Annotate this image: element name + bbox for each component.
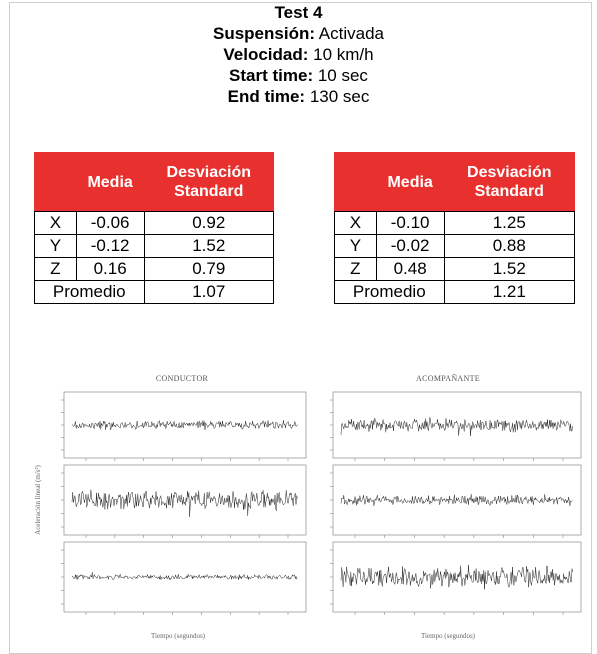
conductor-signal-line-x <box>71 419 298 431</box>
std-header: Desviación Standard <box>143 152 275 212</box>
speed-line: Velocidad: 10 km/h <box>223 45 374 64</box>
conductor-stats-table: Media Desviación Standard X -0.06 0.92 Y -0.… <box>34 152 275 304</box>
average-row: Promedio 1.21 <box>334 280 576 304</box>
blank-header-cell <box>334 152 377 212</box>
conductor-signal-line-z <box>71 572 298 581</box>
acompanante-x-axis-label: Tiempo (segundos) <box>421 632 476 640</box>
average-row: Promedio 1.07 <box>34 280 275 304</box>
acompanante-signal-panel-z <box>332 541 582 613</box>
acompanante-signal-line-z <box>340 564 573 590</box>
test-header: Test 4 Suspensión: Activada Velocidad: 1… <box>0 0 597 107</box>
acompanante-signal-line-y <box>340 494 573 507</box>
acompanante-signal-line-x <box>340 417 573 436</box>
end-time-line: End time: 130 sec <box>227 87 370 106</box>
conductor-chart-title: CONDUCTOR <box>156 374 209 383</box>
conductor-signal-panel-z <box>63 541 307 613</box>
table-row: X -0.06 0.92 <box>34 211 275 235</box>
conductor-signal-line-y <box>71 489 298 517</box>
y-axis-label: Aceleración lineal (m/s²) <box>34 464 42 534</box>
start-time-line: Start time: 10 sec <box>229 66 368 85</box>
table-row: Z 0.16 0.79 <box>34 257 275 281</box>
conductor-signal-panel-x <box>63 391 307 459</box>
acompanante-chart-title: ACOMPAÑANTE <box>416 373 480 383</box>
acompanante-stats-table: Media Desviación Standard X -0.10 1.25 Y -0.… <box>334 152 576 304</box>
conductor-x-axis-label: Tiempo (segundos) <box>151 632 206 640</box>
std-header: Desviación Standard <box>443 152 576 212</box>
suspension-line: Suspensión: Activada <box>212 24 384 43</box>
table-row: Y -0.02 0.88 <box>334 234 576 258</box>
test-title: Test 4 <box>274 3 323 22</box>
